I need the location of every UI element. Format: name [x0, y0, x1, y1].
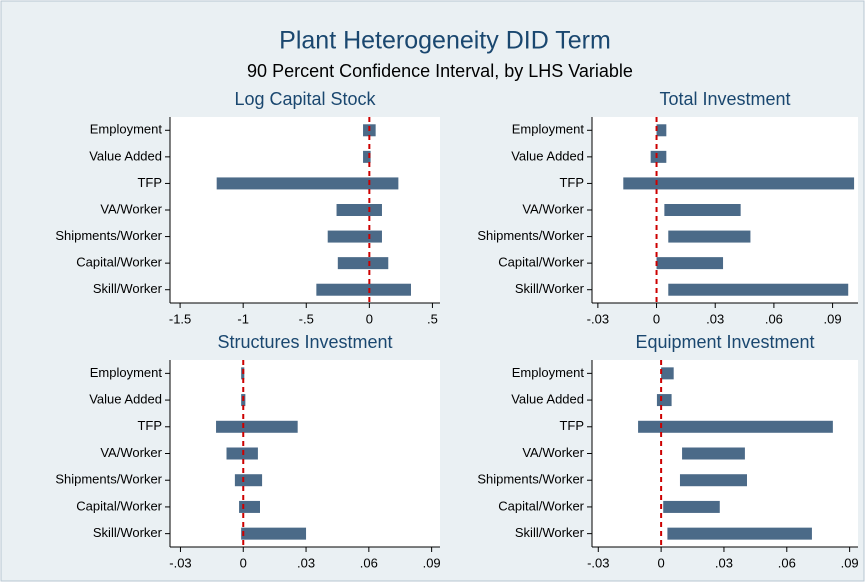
y-tick-label: Employment — [512, 365, 585, 380]
y-tick-label: Employment — [90, 122, 163, 137]
y-tick-label: Skill/Worker — [93, 525, 163, 540]
y-tick-label: Capital/Worker — [498, 255, 584, 270]
bar — [682, 447, 745, 460]
y-tick-label: Skill/Worker — [515, 281, 585, 296]
y-tick-label: TFP — [137, 175, 162, 190]
panel-title: Equipment Investment — [635, 332, 814, 352]
bar — [316, 283, 411, 296]
bar — [656, 124, 667, 137]
bar — [667, 527, 812, 540]
x-tick-label: 0 — [658, 555, 665, 570]
x-tick-label: -.03 — [587, 555, 609, 570]
bar — [663, 500, 720, 513]
x-tick-label: .5 — [427, 311, 438, 326]
y-tick-label: TFP — [137, 418, 162, 433]
y-tick-label: Value Added — [511, 148, 584, 163]
y-tick-label: Skill/Worker — [93, 281, 163, 296]
y-tick-label: Value Added — [511, 392, 584, 407]
y-tick-label: Shipments/Worker — [55, 472, 162, 487]
bar — [664, 204, 741, 216]
x-tick-label: -.03 — [587, 311, 609, 326]
x-tick-label: .03 — [297, 555, 315, 570]
x-tick-label: .06 — [360, 555, 378, 570]
y-tick-label: Skill/Worker — [515, 525, 585, 540]
y-tick-label: VA/Worker — [100, 201, 162, 216]
bar — [336, 204, 382, 216]
x-tick-label: 0 — [240, 555, 247, 570]
x-tick-label: .03 — [715, 555, 733, 570]
x-tick-label: .06 — [765, 311, 783, 326]
x-tick-label: -.03 — [169, 555, 191, 570]
y-tick-label: TFP — [559, 175, 584, 190]
panel-title: Log Capital Stock — [234, 89, 376, 109]
bar — [623, 177, 855, 190]
y-tick-label: Shipments/Worker — [55, 228, 162, 243]
bar — [239, 500, 260, 513]
y-tick-label: TFP — [559, 418, 584, 433]
y-tick-label: Value Added — [89, 392, 162, 407]
x-tick-label: 0 — [366, 311, 373, 326]
bar — [363, 150, 371, 163]
x-tick-label: .09 — [423, 555, 441, 570]
y-tick-label: VA/Worker — [522, 445, 584, 460]
bar — [668, 283, 849, 296]
bar — [656, 257, 724, 270]
y-tick-label: Capital/Worker — [76, 498, 162, 513]
y-tick-label: VA/Worker — [100, 445, 162, 460]
bar — [216, 177, 399, 190]
bar — [226, 447, 258, 460]
bar — [668, 230, 751, 243]
panel-title: Total Investment — [659, 89, 790, 109]
bar — [216, 420, 298, 433]
x-tick-label: .03 — [706, 311, 724, 326]
chart-title: Plant Heterogeneity DID Term — [279, 27, 611, 55]
y-tick-label: Value Added — [89, 148, 162, 163]
x-tick-label: -.5 — [299, 311, 314, 326]
plot-area — [170, 117, 440, 303]
y-tick-label: Shipments/Worker — [477, 228, 584, 243]
bar — [327, 230, 382, 243]
chart-subtitle: 90 Percent Confidence Interval, by LHS V… — [247, 61, 633, 81]
y-tick-label: Employment — [90, 365, 163, 380]
x-tick-label: -1.5 — [169, 311, 191, 326]
x-tick-label: .09 — [841, 555, 859, 570]
x-tick-label: 0 — [653, 311, 660, 326]
x-tick-label: -1 — [237, 311, 249, 326]
bar — [679, 474, 747, 487]
x-tick-label: .09 — [824, 311, 842, 326]
y-tick-label: Capital/Worker — [498, 498, 584, 513]
y-tick-label: VA/Worker — [522, 201, 584, 216]
y-tick-label: Shipments/Worker — [477, 472, 584, 487]
x-tick-label: .06 — [778, 555, 796, 570]
bar — [656, 394, 672, 407]
bar — [650, 150, 667, 163]
y-tick-label: Employment — [512, 122, 585, 137]
plot-area — [170, 360, 440, 547]
bar — [241, 527, 307, 540]
bar — [234, 474, 263, 487]
bar — [638, 420, 833, 433]
bar — [337, 257, 389, 270]
y-tick-label: Capital/Worker — [76, 255, 162, 270]
panel-title: Structures Investment — [217, 332, 392, 352]
bar — [661, 367, 674, 380]
